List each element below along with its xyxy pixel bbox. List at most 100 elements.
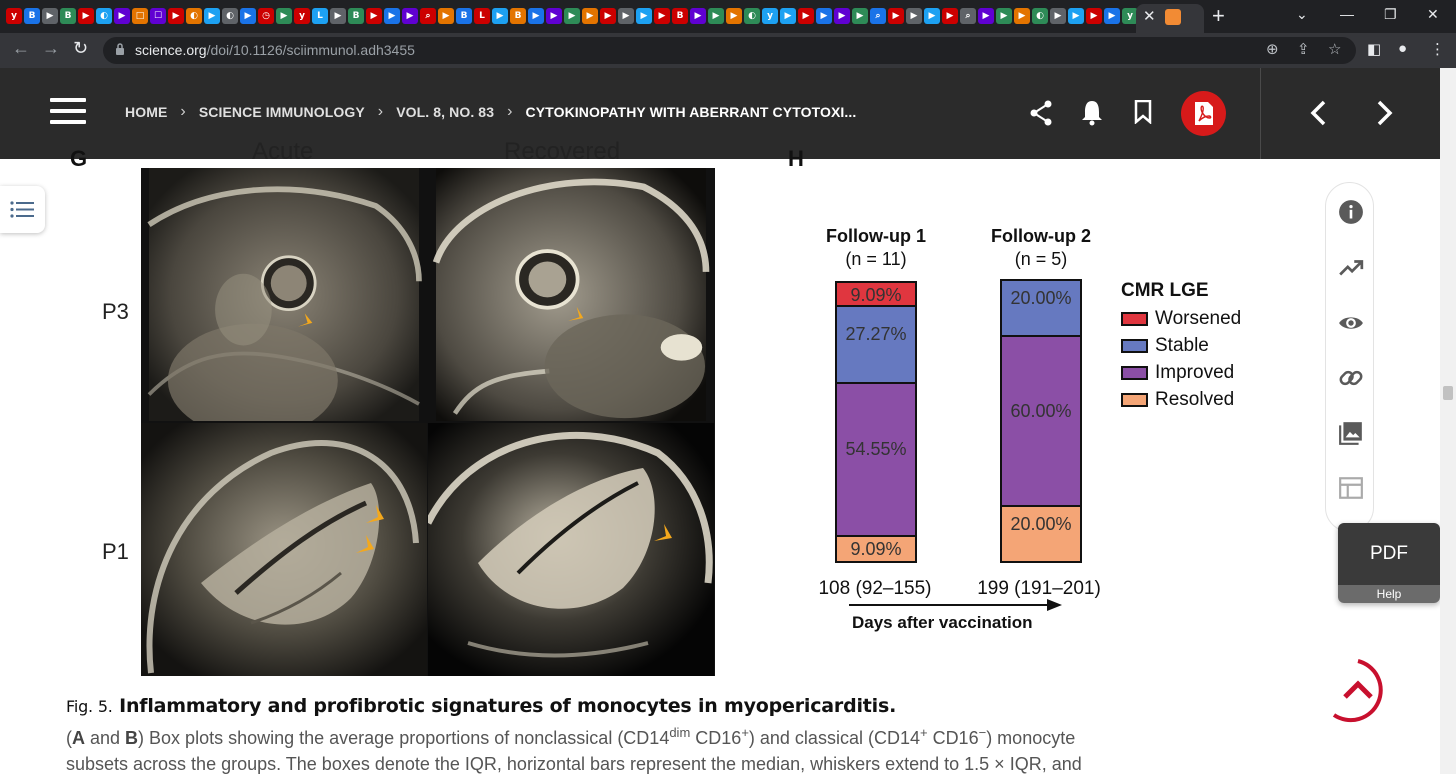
- share-page-icon[interactable]: ⇪: [1297, 41, 1310, 58]
- tab-favicon[interactable]: ▶: [798, 8, 814, 24]
- tab-favicon[interactable]: B: [60, 8, 76, 24]
- tab-favicons[interactable]: y B ▶ B ▶ ◐ ▶ □ ☐ ▶ ◐ ▶ ◐ ▶ ◷ ▶ y L ▶ B ▶ ▶ ▶ ⌕ ▶ B L ▶ B ▶ ▶ ▶ ▶ ▶ ▶ ▶ ▶ B ▶ ▶…: [6, 7, 1141, 27]
- tab-favicon[interactable]: ◐: [186, 8, 202, 24]
- tab-favicon[interactable]: ▶: [636, 8, 652, 24]
- hamburger-menu-icon[interactable]: [50, 98, 86, 126]
- images-icon[interactable]: [1338, 420, 1364, 446]
- share-icon[interactable]: [1029, 100, 1053, 126]
- tab-favicon[interactable]: ▶: [1104, 8, 1120, 24]
- menu-icon[interactable]: ⋮: [1430, 41, 1445, 58]
- tab-favicon[interactable]: B: [24, 8, 40, 24]
- tab-favicon[interactable]: L: [474, 8, 490, 24]
- tab-favicon[interactable]: B: [348, 8, 364, 24]
- tab-favicon[interactable]: ⌕: [960, 8, 976, 24]
- tab-favicon[interactable]: ⌕: [420, 8, 436, 24]
- tab-favicon[interactable]: B: [456, 8, 472, 24]
- next-article-icon[interactable]: [1376, 100, 1394, 126]
- tab-favicon[interactable]: ▶: [834, 8, 850, 24]
- tab-favicon[interactable]: ▶: [978, 8, 994, 24]
- profile-icon[interactable]: ●: [1398, 40, 1408, 57]
- tab-favicon[interactable]: ▶: [924, 8, 940, 24]
- tab-favicon[interactable]: ◷: [258, 8, 274, 24]
- pdf-button[interactable]: [1181, 91, 1226, 136]
- tab-favicon[interactable]: ▶: [906, 8, 922, 24]
- tab-favicon[interactable]: ▶: [600, 8, 616, 24]
- close-tab-icon[interactable]: ✕: [1143, 8, 1156, 25]
- tab-favicon[interactable]: ▶: [1068, 8, 1084, 24]
- info-icon[interactable]: [1338, 199, 1364, 225]
- pdf-label[interactable]: PDF: [1338, 523, 1440, 585]
- tab-favicon[interactable]: ▶: [726, 8, 742, 24]
- tab-favicon[interactable]: ▶: [816, 8, 832, 24]
- tab-favicon[interactable]: ▶: [204, 8, 220, 24]
- pdf-help-widget[interactable]: PDF Help: [1338, 523, 1440, 603]
- tab-favicon[interactable]: ⌕: [870, 8, 886, 24]
- tab-favicon[interactable]: ▶: [276, 8, 292, 24]
- address-bar[interactable]: science.org/doi/10.1126/sciimmunol.adh34…: [103, 37, 1356, 64]
- zoom-icon[interactable]: ⊕: [1266, 41, 1279, 58]
- tab-favicon[interactable]: ▶: [366, 8, 382, 24]
- table-icon[interactable]: [1338, 475, 1364, 501]
- link-icon[interactable]: [1338, 365, 1364, 391]
- tab-favicon[interactable]: ◐: [222, 8, 238, 24]
- tab-favicon[interactable]: ▶: [780, 8, 796, 24]
- star-icon[interactable]: ☆: [1328, 41, 1342, 58]
- breadcrumb-issue[interactable]: VOL. 8, NO. 83: [396, 104, 495, 120]
- tab-favicon[interactable]: ▶: [564, 8, 580, 24]
- tab-favicon[interactable]: y: [1122, 8, 1138, 24]
- tab-favicon[interactable]: ☐: [150, 8, 166, 24]
- tab-favicon[interactable]: ▶: [1050, 8, 1066, 24]
- previous-article-icon[interactable]: [1309, 100, 1327, 126]
- tab-favicon[interactable]: ▶: [888, 8, 904, 24]
- tab-favicon[interactable]: ▶: [402, 8, 418, 24]
- tab-favicon[interactable]: ▶: [168, 8, 184, 24]
- tab-favicon[interactable]: y: [294, 8, 310, 24]
- tab-favicon[interactable]: ▶: [528, 8, 544, 24]
- tab-search-icon[interactable]: ⌄: [1296, 6, 1308, 22]
- tab-favicon[interactable]: ▶: [996, 8, 1012, 24]
- tab-favicon[interactable]: B: [510, 8, 526, 24]
- tab-favicon[interactable]: ▶: [654, 8, 670, 24]
- scrollbar-thumb[interactable]: [1443, 386, 1453, 400]
- tab-favicon[interactable]: L: [312, 8, 328, 24]
- bookmark-icon[interactable]: [1134, 100, 1152, 124]
- tab-favicon[interactable]: ▶: [78, 8, 94, 24]
- tab-favicon[interactable]: ▶: [618, 8, 634, 24]
- eye-icon[interactable]: [1338, 310, 1364, 336]
- maximize-button[interactable]: ❐: [1384, 6, 1397, 22]
- help-label[interactable]: Help: [1338, 585, 1440, 603]
- tab-favicon[interactable]: ▶: [42, 8, 58, 24]
- scroll-to-top-button[interactable]: [1322, 655, 1394, 727]
- breadcrumb-journal[interactable]: SCIENCE IMMUNOLOGY: [198, 104, 365, 120]
- new-tab-button[interactable]: +: [1212, 3, 1225, 28]
- tab-favicon[interactable]: ▶: [114, 8, 130, 24]
- tab-favicon[interactable]: ▶: [384, 8, 400, 24]
- close-window-button[interactable]: ✕: [1427, 6, 1439, 22]
- tab-favicon[interactable]: ▶: [438, 8, 454, 24]
- tab-favicon[interactable]: ▶: [852, 8, 868, 24]
- tab-favicon[interactable]: ▶: [942, 8, 958, 24]
- tab-favicon[interactable]: ▶: [330, 8, 346, 24]
- bell-icon[interactable]: [1081, 100, 1103, 126]
- tab-favicon[interactable]: y: [762, 8, 778, 24]
- reload-button[interactable]: ↻: [73, 38, 89, 58]
- side-panel-icon[interactable]: ◧: [1367, 41, 1382, 58]
- page-scrollbar[interactable]: [1440, 68, 1456, 774]
- tab-favicon[interactable]: ▶: [492, 8, 508, 24]
- tab-favicon[interactable]: ▶: [546, 8, 562, 24]
- tab-favicon[interactable]: ▶: [708, 8, 724, 24]
- tab-favicon[interactable]: ▶: [690, 8, 706, 24]
- trending-icon[interactable]: [1338, 255, 1364, 281]
- tab-favicon[interactable]: ◐: [744, 8, 760, 24]
- tab-favicon[interactable]: ▶: [240, 8, 256, 24]
- tab-favicon[interactable]: ◐: [96, 8, 112, 24]
- minimize-button[interactable]: —: [1340, 6, 1354, 22]
- forward-button[interactable]: →: [42, 38, 60, 58]
- tab-favicon[interactable]: B: [672, 8, 688, 24]
- tab-favicon[interactable]: □: [132, 8, 148, 24]
- tab-favicon[interactable]: ◐: [1032, 8, 1048, 24]
- back-button[interactable]: ←: [12, 38, 30, 58]
- tab-favicon[interactable]: ▶: [1086, 8, 1102, 24]
- tab-favicon[interactable]: y: [6, 8, 22, 24]
- tab-favicon[interactable]: ▶: [1014, 8, 1030, 24]
